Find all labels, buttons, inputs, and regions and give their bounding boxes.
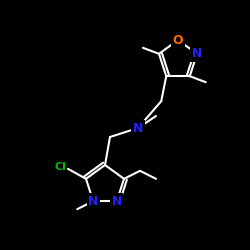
Text: N: N [192, 47, 202, 60]
Text: N: N [88, 195, 99, 208]
Text: O: O [173, 34, 183, 46]
Text: N: N [112, 195, 122, 208]
Text: N: N [133, 122, 143, 134]
Text: Cl: Cl [54, 162, 66, 172]
